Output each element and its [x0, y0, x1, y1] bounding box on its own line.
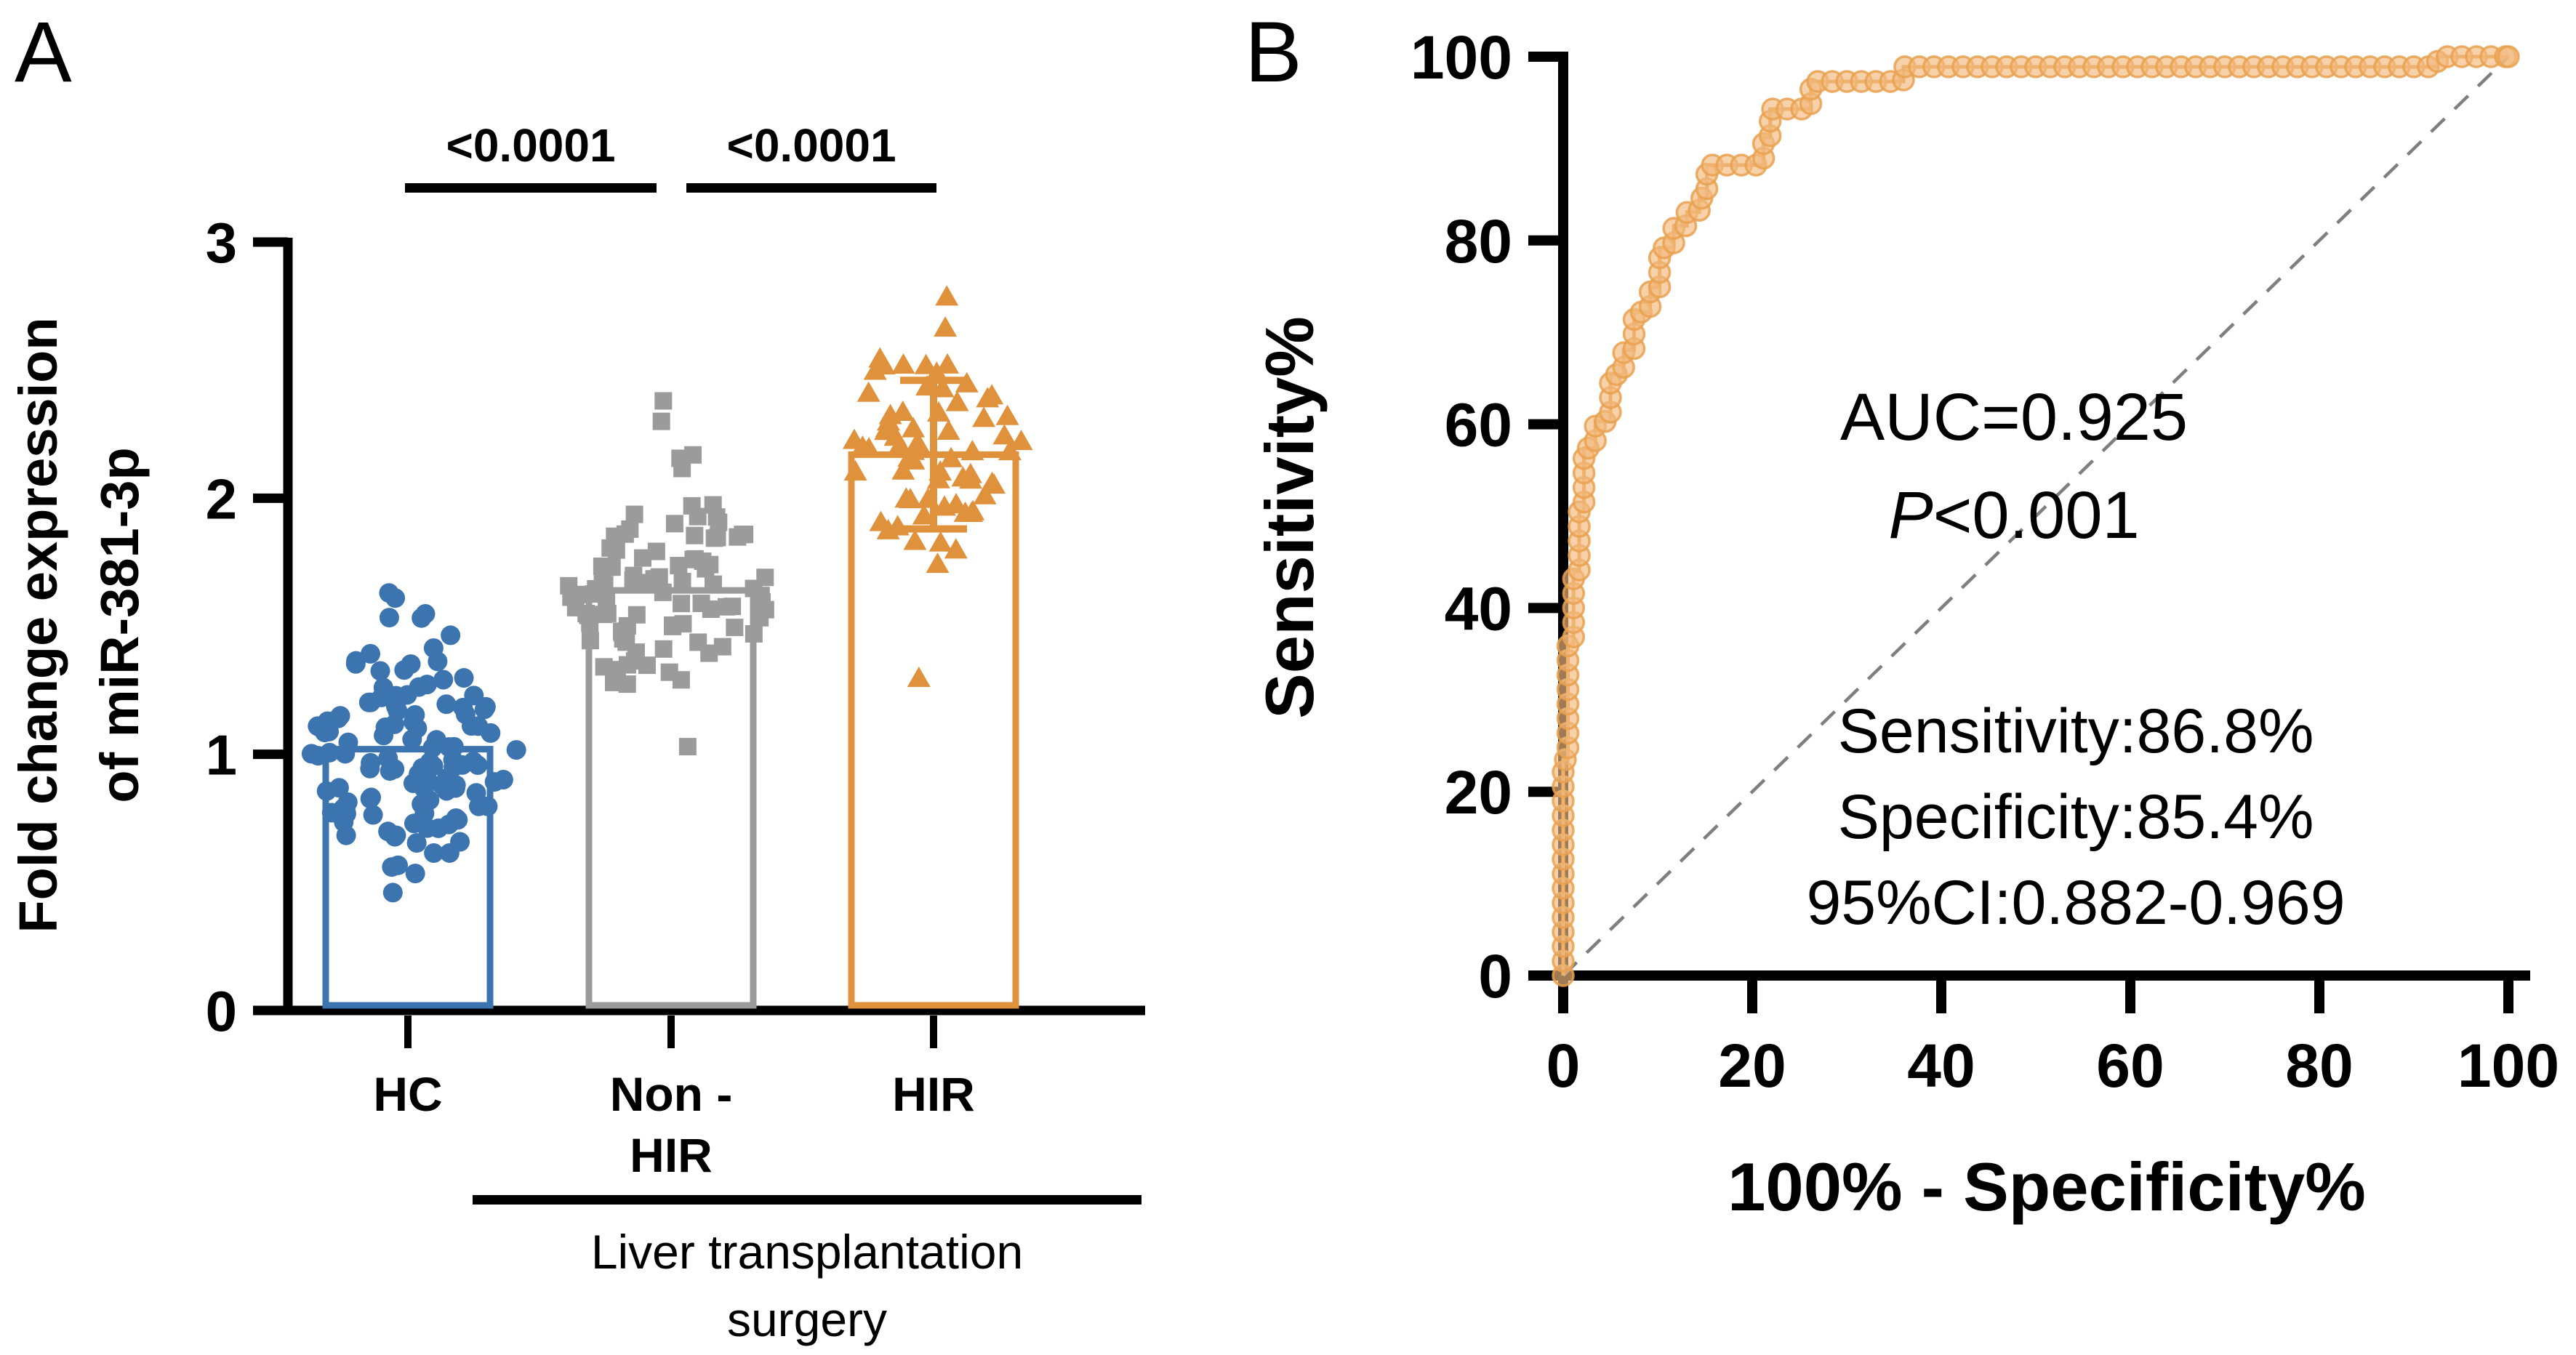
panel-b: B Sensitivity% 100% - Specificity% 0 20 40… — [1245, 4, 2559, 1225]
p-value-prefix: P — [1888, 478, 1933, 552]
panel-a-error-bars — [900, 377, 967, 533]
panel-a-significance: <0.0001 <0.0001 — [405, 119, 936, 193]
panel-b-roc-curve — [1552, 45, 2520, 987]
auc-annotation: AUC=0.925 — [1840, 380, 2188, 454]
panel-a-category-labels: HC Non - HIR HIR — [373, 1067, 975, 1182]
panel-b-ytick-label: 80 — [1445, 207, 1512, 276]
group-annotation-label-line1: Liver transplantation — [591, 1225, 1023, 1279]
p-value-number: <0.001 — [1933, 478, 2140, 552]
panel-b-ylabel: Sensitivity% — [1251, 316, 1328, 719]
panel-b-label: B — [1245, 4, 1302, 100]
sensitivity-annotation: Sensitivity:86.8% — [1838, 696, 2314, 766]
ci-annotation: 95%CI:0.882-0.969 — [1806, 868, 2345, 938]
panel-b-xtick-label: 80 — [2285, 1032, 2353, 1100]
group-annotation-line — [473, 1195, 1141, 1205]
group-annotation-label-line2: surgery — [727, 1292, 887, 1346]
bar-HC — [322, 746, 494, 1009]
panel-b-ytick-label: 100 — [1411, 23, 1512, 92]
panel-a-ytick-label: 1 — [206, 723, 237, 787]
panel-a-category-label: HIR — [892, 1067, 975, 1121]
panel-b-xtick-label: 100 — [2457, 1032, 2559, 1100]
panel-a-ylabel-line2: of miR-381-3p — [89, 447, 150, 803]
panel-b-diagonal-reference-line — [1562, 55, 2510, 977]
sig-bar-1 — [405, 183, 657, 193]
panel-a-axes: 0 1 2 3 — [206, 211, 1145, 1048]
panel-b-ytick-label: 60 — [1445, 391, 1512, 459]
specificity-annotation: Specificity:85.4% — [1838, 782, 2314, 852]
panel-a-ytick-label: 2 — [206, 467, 237, 531]
panel-a-label: A — [15, 4, 72, 100]
p-value-annotation: P<0.001 — [1888, 478, 2139, 552]
panel-b-xtick-label: 60 — [2096, 1032, 2164, 1100]
panel-a-category-label: Non - — [610, 1067, 733, 1121]
panel-b-xlabel: 100% - Specificity% — [1728, 1149, 2366, 1225]
panel-b-ytick-label: 40 — [1445, 574, 1512, 643]
panel-a: A Fold change expression of miR-381-3p 0… — [8, 4, 1145, 1346]
panel-a-category-label: HIR — [630, 1128, 713, 1182]
panel-a-ytick-label: 3 — [206, 211, 237, 275]
panel-b-ytick-label: 20 — [1445, 758, 1512, 827]
panel-b-xtick-label: 40 — [1907, 1032, 1975, 1100]
panel-a-ytick-label: 0 — [206, 979, 237, 1043]
panel-b-xtick-label: 0 — [1546, 1032, 1581, 1100]
sig-label-1: <0.0001 — [446, 119, 615, 172]
panel-a-scatter-points — [301, 285, 1033, 903]
panel-b-annotations: AUC=0.925 P<0.001 Sensitivity:86.8% Spec… — [1806, 380, 2345, 938]
panel-a-ylabel-line1: Fold change expression — [8, 317, 68, 933]
sig-label-2: <0.0001 — [726, 119, 896, 172]
sig-bar-2 — [686, 183, 936, 193]
panel-a-category-label: HC — [373, 1067, 442, 1121]
panel-a-group-annotation: Liver transplantation surgery — [473, 1195, 1141, 1346]
panel-b-ytick-label: 0 — [1478, 942, 1512, 1010]
bar-HIR — [848, 451, 1019, 1009]
panel-b-xtick-label: 20 — [1718, 1032, 1786, 1100]
